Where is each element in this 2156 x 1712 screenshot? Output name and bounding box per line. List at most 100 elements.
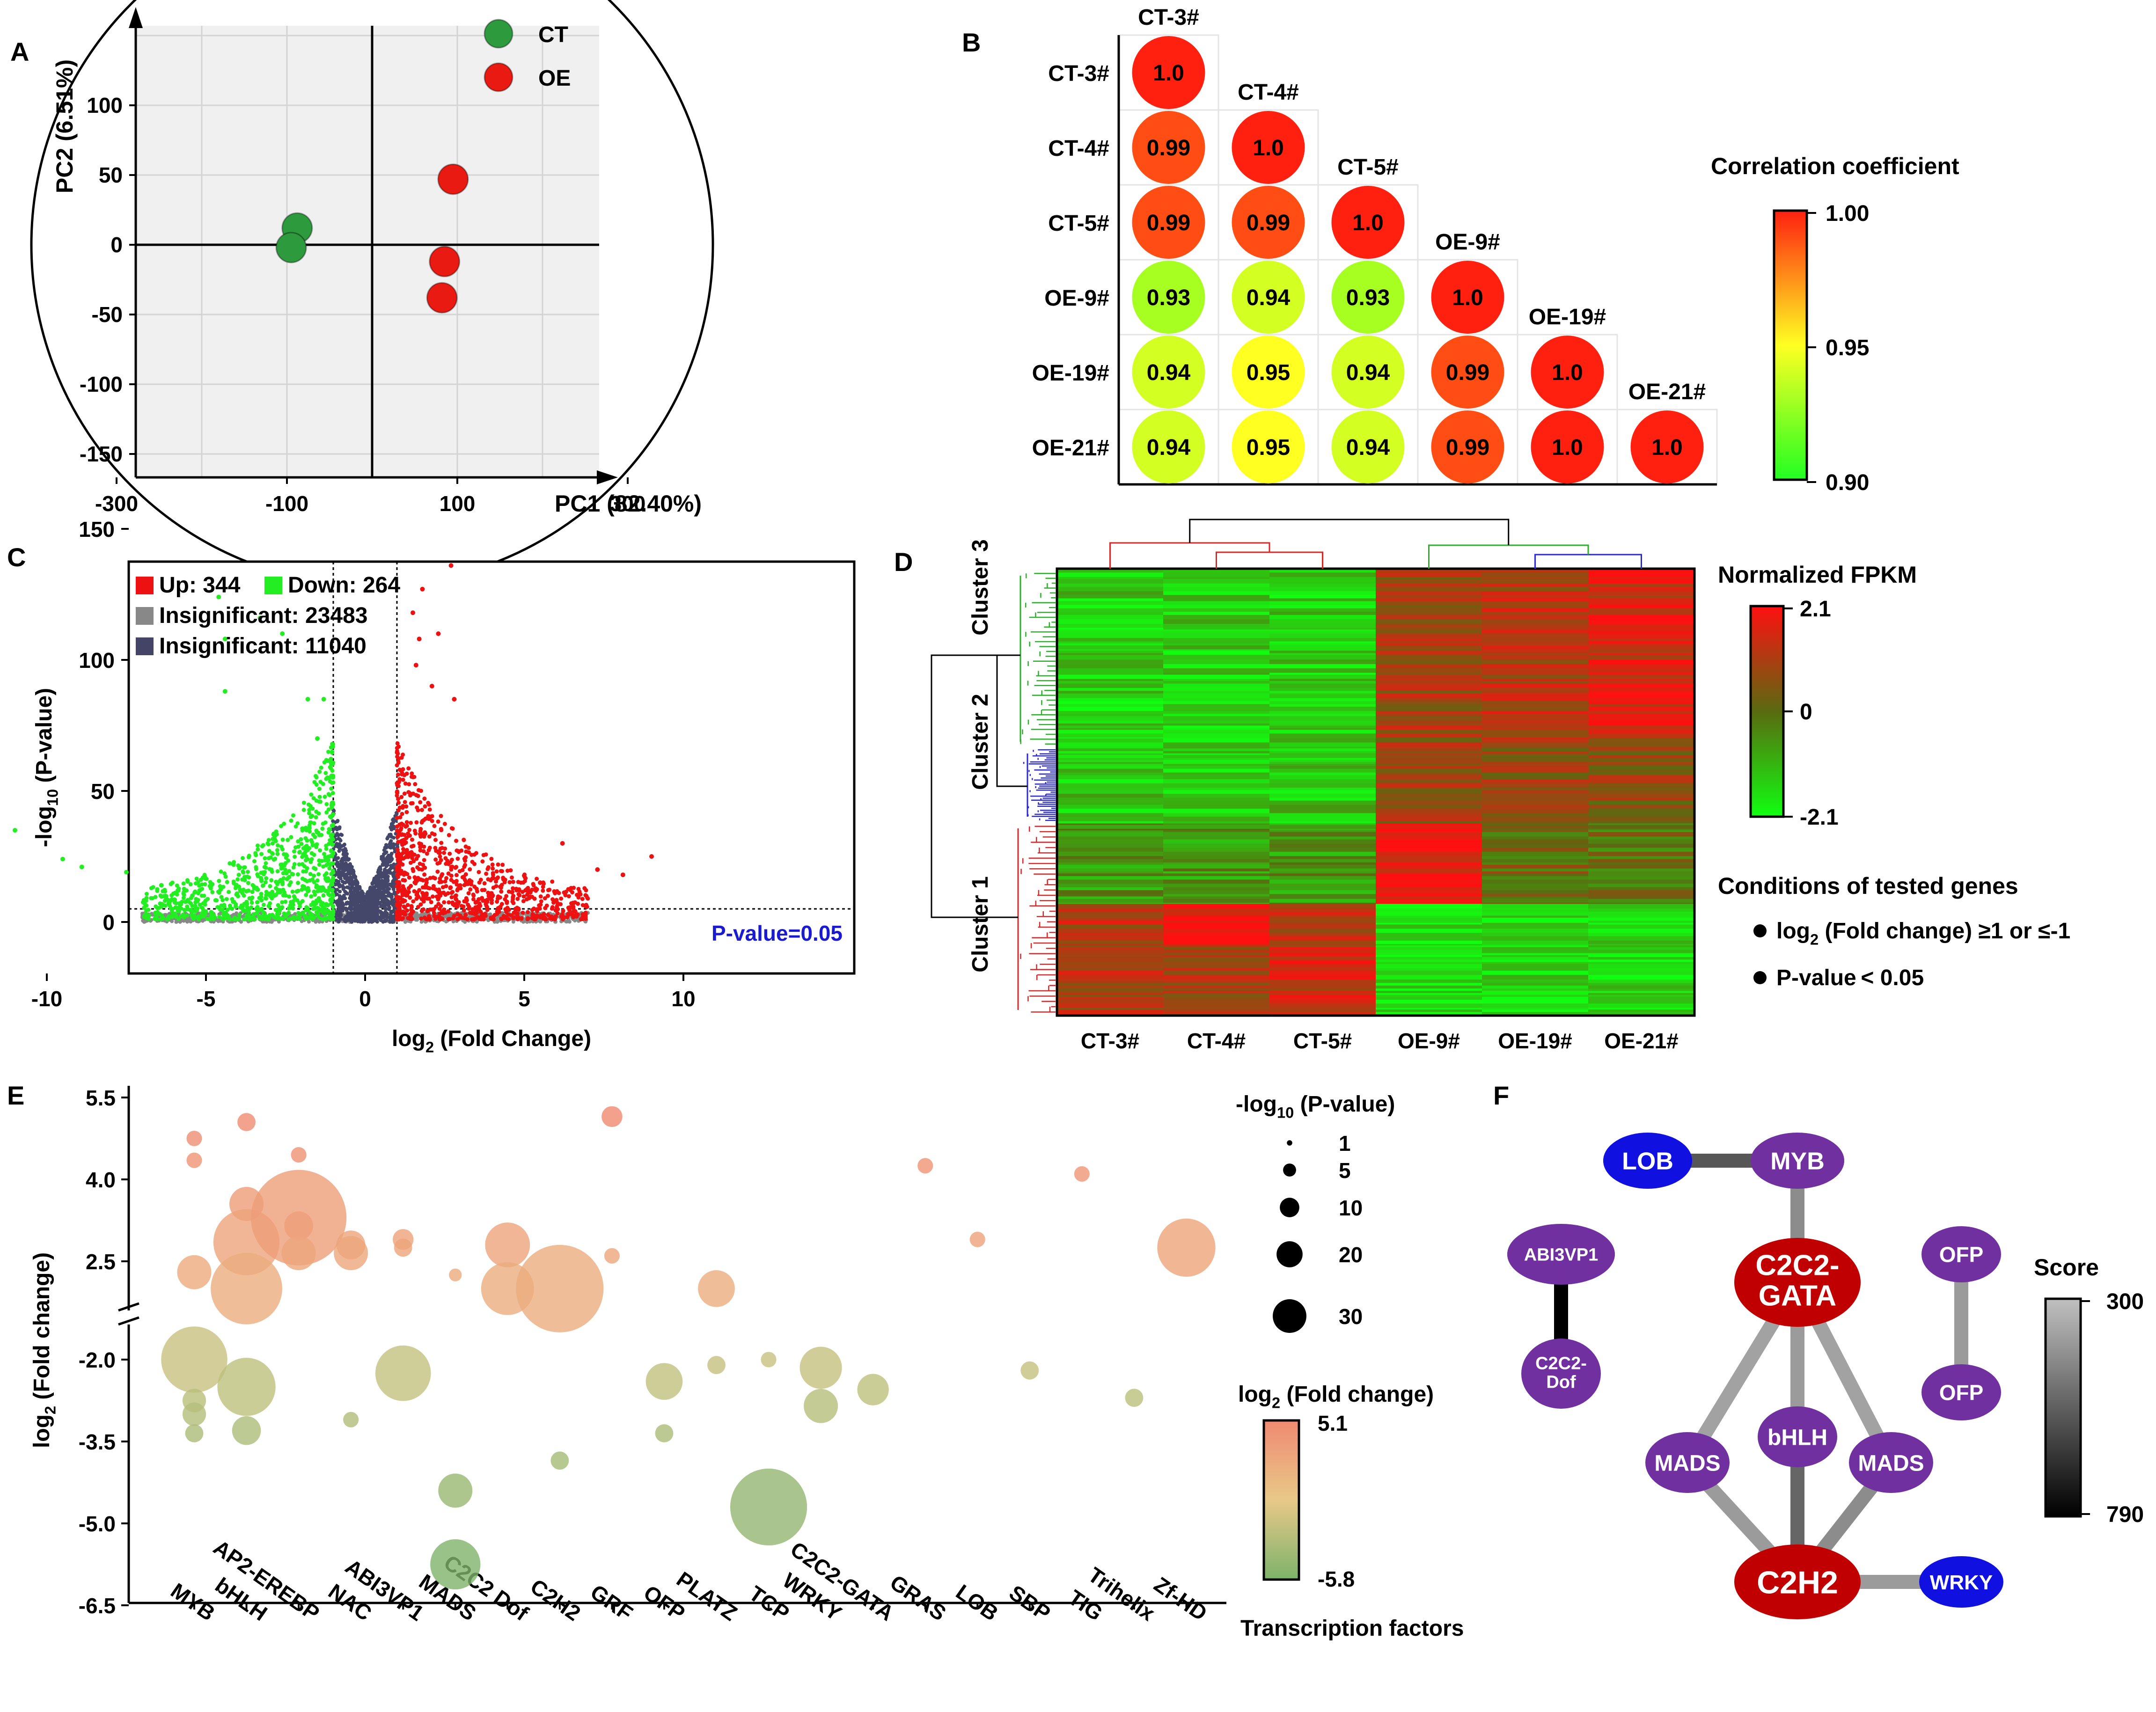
volcano-point-insignificant-dark (384, 843, 388, 847)
volcano-point-up (420, 891, 425, 895)
volcano-point-down (266, 917, 271, 922)
volcano-point-down (272, 834, 277, 839)
volcano-point-insignificant-dark (339, 917, 343, 921)
heatmap-cell (1588, 707, 1695, 711)
volcano-point-insignificant-dark (389, 863, 393, 868)
heatmap-cell (1482, 1008, 1589, 1010)
heatmap-cell (1057, 758, 1164, 761)
heatmap-cell (1057, 615, 1164, 620)
heatmap-cell (1376, 720, 1482, 724)
volcano-legend-swatch (136, 577, 154, 594)
heatmap-cell (1163, 876, 1270, 880)
volcano-point-insignificant-dark (343, 919, 347, 923)
corr-circle (1331, 186, 1405, 259)
heatmap-cell (1588, 779, 1695, 784)
volcano-point-down (293, 855, 297, 859)
volcano-point-down (310, 843, 315, 848)
volcano-point-up (434, 904, 439, 909)
volcano-point-insignificant-dark (341, 856, 345, 860)
volcano-point-insignificant-dark (335, 901, 339, 905)
heatmap-cell (1057, 800, 1164, 805)
heatmap-cell (1163, 623, 1270, 628)
volcano-point-up (413, 663, 418, 668)
volcano-point-down (315, 736, 320, 741)
volcano-point-down (313, 834, 317, 839)
heatmap-cell (1588, 608, 1695, 612)
heatmap-cell (1163, 651, 1270, 654)
heatmap-cell (1376, 755, 1482, 759)
heatmap-cell (1376, 904, 1482, 909)
heatmap-cell (1376, 990, 1482, 994)
heatmap-cell (1482, 595, 1589, 599)
heatmap-cell (1482, 643, 1589, 646)
heatmap-cell (1588, 655, 1695, 660)
volcano-point-insignificant-dark (340, 861, 344, 865)
volcano-point-up (444, 862, 448, 866)
volcano-point-insignificant-dark (391, 874, 396, 878)
volcano-point-down (322, 760, 327, 765)
y-tick-label: 50 (99, 163, 123, 187)
volcano-point-up (495, 909, 499, 914)
volcano-point-up (462, 864, 467, 869)
corr-value: 1.0 (1651, 435, 1683, 460)
volcano-point-insignificant-dark (380, 897, 384, 901)
volcano-point-insignificant-dark (385, 836, 389, 841)
volcano-point-up (440, 916, 445, 921)
heatmap-cell (1588, 623, 1695, 628)
heatmap-cell (1588, 787, 1695, 790)
heatmap-cell (1057, 839, 1164, 844)
heatmap-cell (1376, 649, 1482, 651)
heatmap-cell (1163, 572, 1270, 578)
heatmap-cell (1163, 985, 1270, 989)
heatmap-cell (1588, 843, 1695, 848)
volcano-point-up (415, 893, 420, 897)
volcano-point-up (495, 896, 500, 901)
volcano-legend-label: Insignificant: 11040 (159, 634, 367, 658)
heatmap-cell (1163, 953, 1270, 956)
heatmap-cell (1057, 583, 1164, 587)
heatmap-cell (1057, 728, 1164, 730)
volcano-point-down (328, 854, 332, 859)
volcano-point-up (426, 848, 431, 852)
volcano-point-insignificant-dark (388, 842, 392, 846)
heatmap-cell (1588, 753, 1695, 755)
volcano-point-up (426, 801, 431, 805)
heatmap-cell (1376, 659, 1482, 665)
volcano-point-up (516, 892, 521, 897)
corr-value: 1.0 (1253, 136, 1284, 161)
volcano-point-down (203, 882, 207, 886)
volcano-point-down (280, 847, 285, 852)
heatmap-cell (1269, 856, 1376, 859)
volcano-point-insignificant-dark (348, 904, 352, 908)
volcano-point-down (263, 880, 268, 885)
volcano-point-insignificant-dark (388, 882, 392, 886)
heatmap-cell (1482, 653, 1589, 655)
volcano-point-down (222, 689, 227, 694)
volcano-point-up (595, 867, 600, 872)
heatmap-cell (1376, 993, 1482, 995)
volcano-point-insignificant-dark (379, 904, 383, 908)
heatmap-cell (1269, 691, 1376, 694)
heatmap-cell (1269, 929, 1376, 933)
volcano-point-up (495, 876, 499, 881)
heatmap-cell (1588, 922, 1695, 925)
volcano-point-up (409, 911, 414, 916)
volcano-point-insignificant (163, 913, 167, 917)
volcano-point-insignificant-dark (350, 881, 354, 885)
volcano-point-down (195, 915, 200, 920)
heatmap-cell (1482, 921, 1589, 923)
volcano-point-up (395, 852, 399, 857)
heatmap-cell (1269, 873, 1376, 877)
row-label: CT-5# (1048, 211, 1109, 236)
volcano-point-up (450, 890, 455, 894)
volcano-point-insignificant-dark (337, 836, 341, 841)
volcano-point-up (515, 917, 520, 922)
volcano-point-up (419, 808, 424, 812)
volcano-point-up (534, 888, 538, 893)
volcano-point-down (308, 916, 313, 921)
volcano-point-down (330, 749, 335, 754)
heatmap-cell (1057, 805, 1164, 809)
heatmap-cell (1269, 816, 1376, 822)
volcano-point-down (286, 838, 290, 842)
volcano-point-up (566, 894, 571, 899)
